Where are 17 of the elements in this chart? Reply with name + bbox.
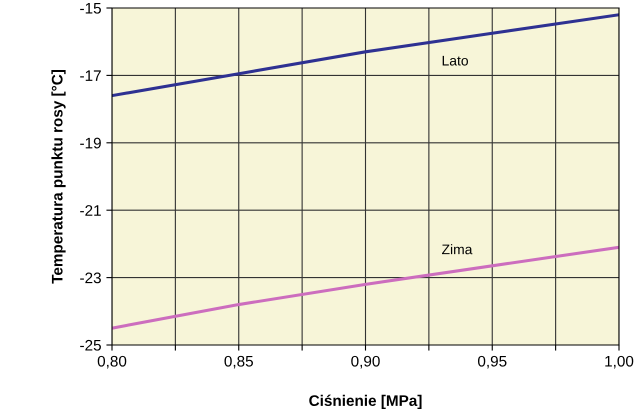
x-tick-label: 1,00 <box>605 356 634 368</box>
x-tick-label: 0,85 <box>224 356 253 368</box>
y-axis-title: Temperatura punktu rosy [°C] <box>51 70 66 284</box>
y-tick-label: -25 <box>80 340 101 351</box>
line-series <box>112 246 619 330</box>
series-label: Lato <box>442 56 468 66</box>
y-tick-label: -15 <box>80 3 101 14</box>
x-tick-label: 0,80 <box>98 356 126 368</box>
y-tick-label: -23 <box>80 272 101 284</box>
x-tick-label: 0,90 <box>351 356 380 368</box>
series-label: Zima <box>442 244 472 254</box>
x-axis-title: Ciśnienie [MPa] <box>309 394 422 410</box>
y-tick-label: -21 <box>80 205 101 216</box>
line-series <box>112 13 619 98</box>
y-tick-label: -17 <box>80 70 101 81</box>
y-tick-label: -19 <box>80 138 101 148</box>
x-tick-label: 0,95 <box>478 356 506 368</box>
